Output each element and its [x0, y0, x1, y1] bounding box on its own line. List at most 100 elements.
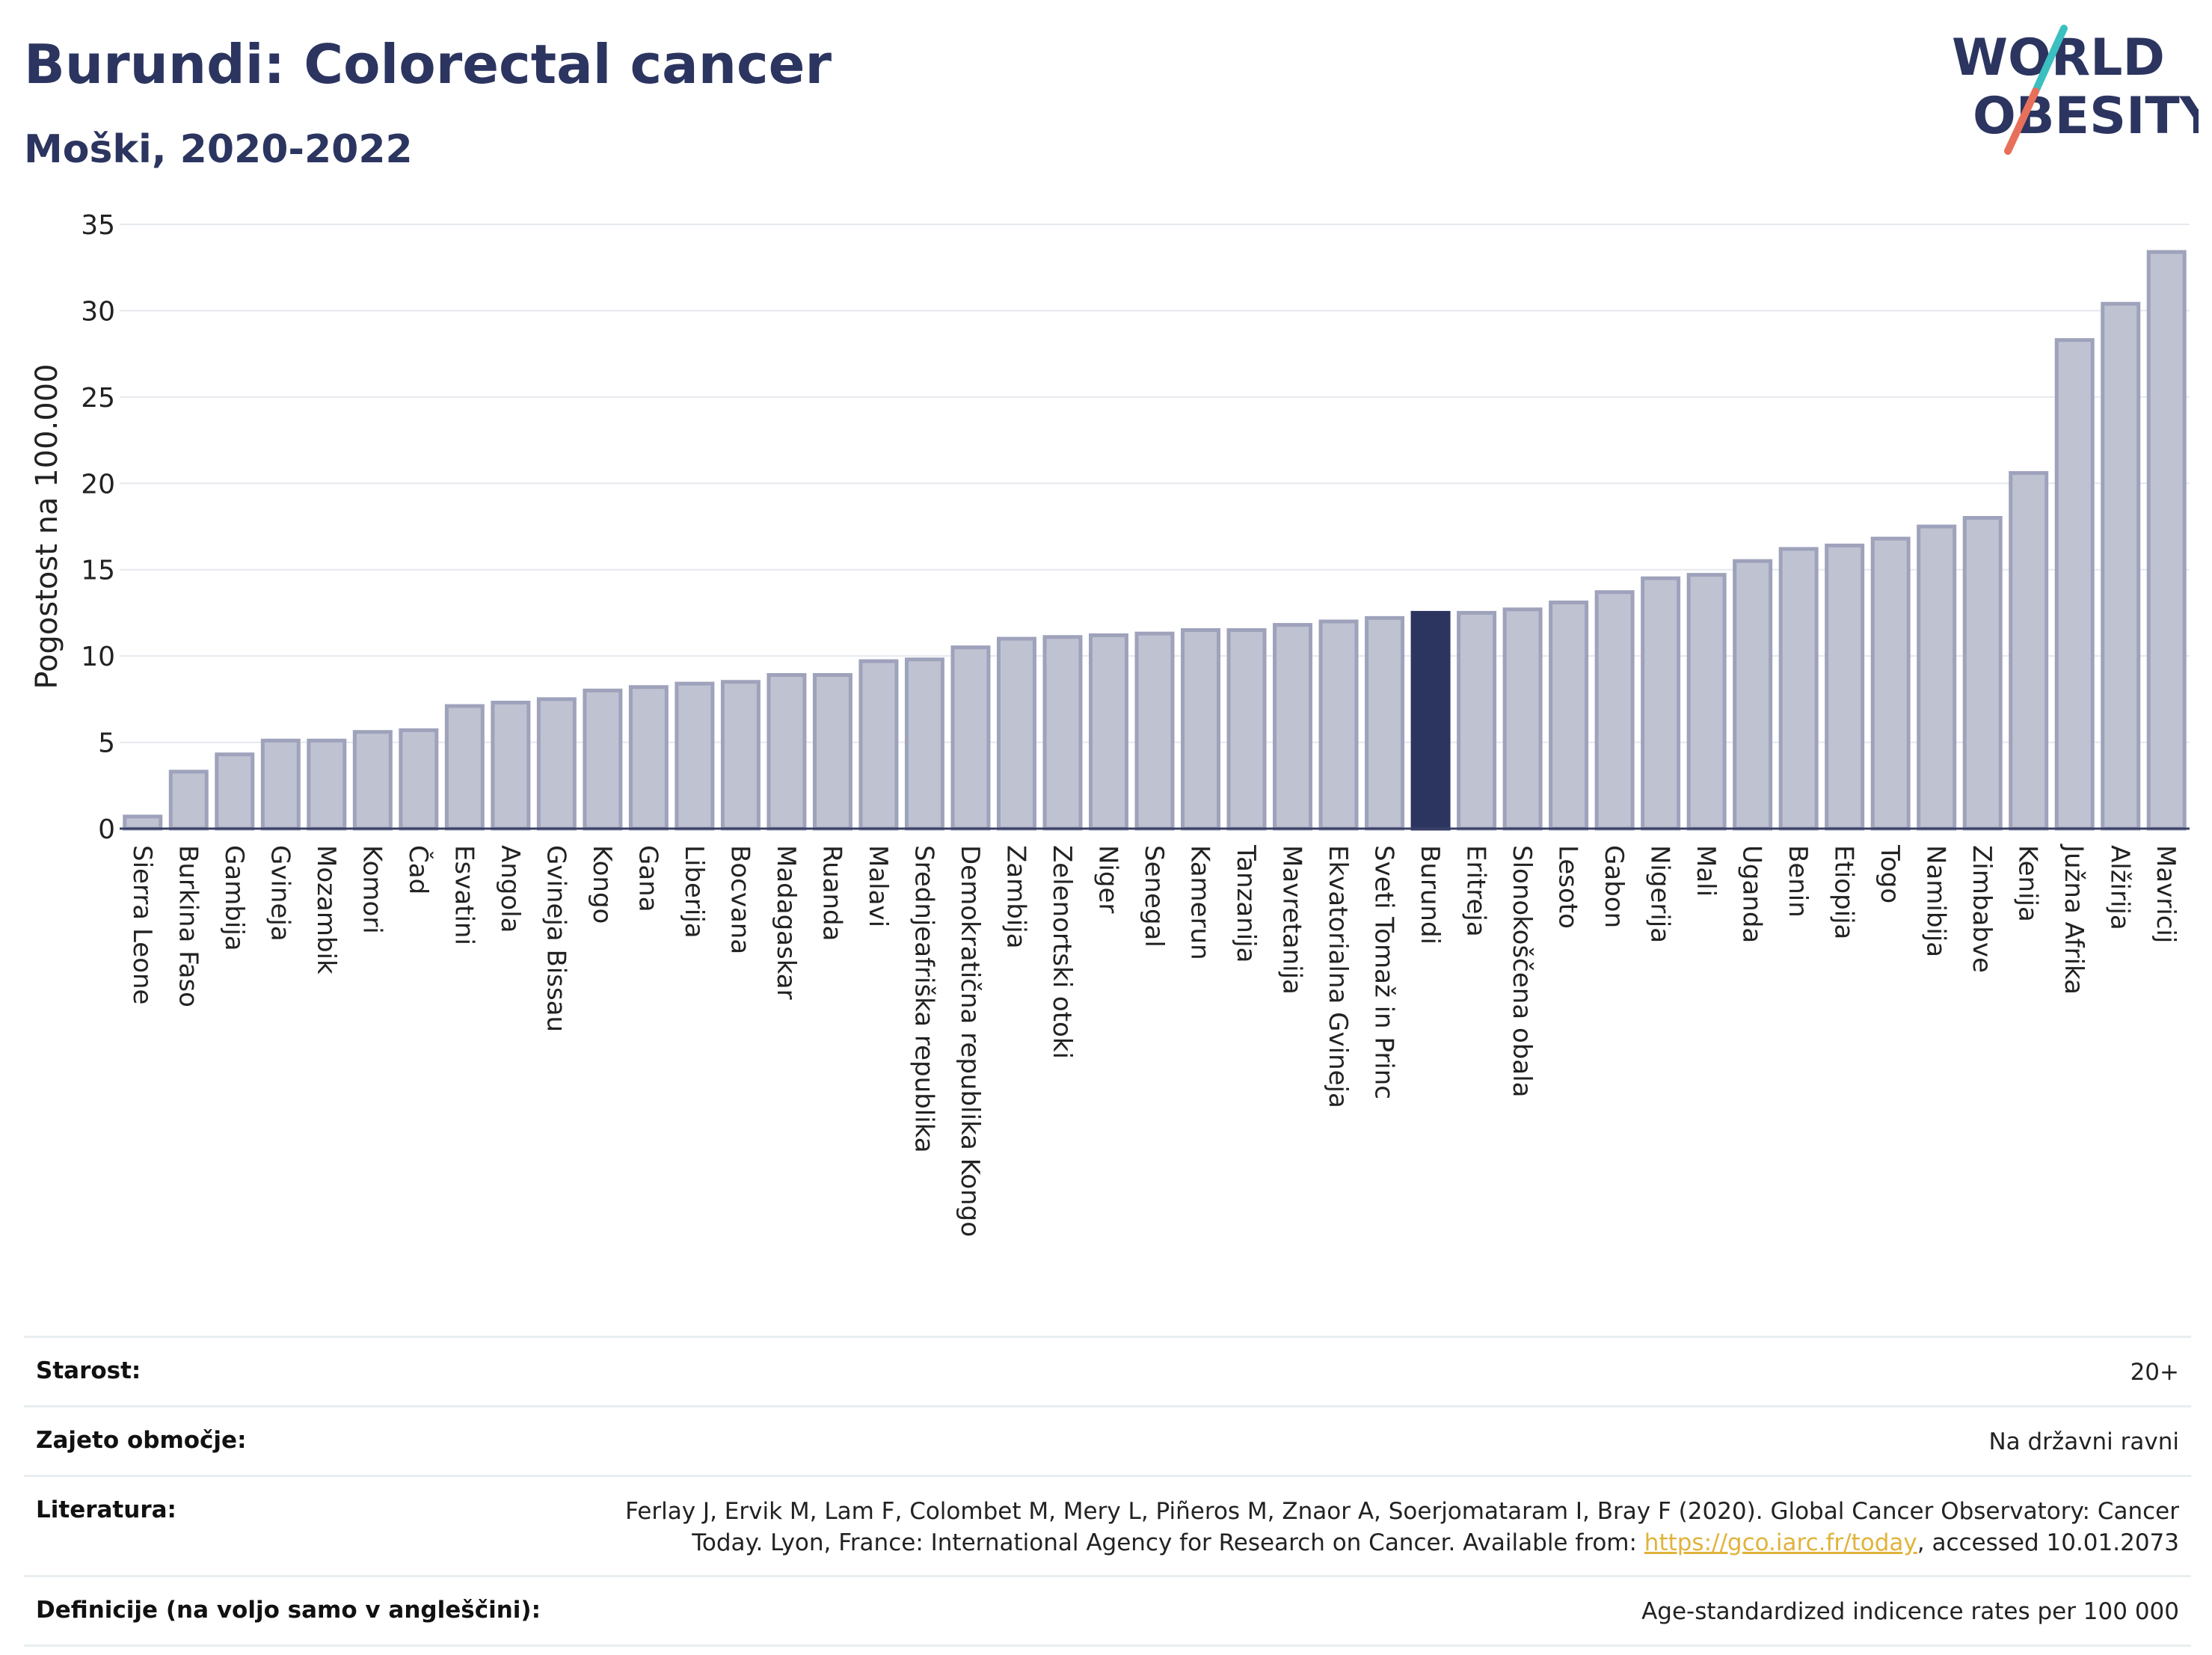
literature-link[interactable]: https://gco.iarc.fr/today [1644, 1529, 1917, 1556]
y-tick-label: 15 [81, 556, 115, 586]
x-tick-label: Senegal [1139, 845, 1169, 948]
bar-chart: 0 5 10 15 20 25 30 35 Sierra Leone Burkina Faso G… [30, 210, 2190, 1237]
x-tick-label: Gvineja [265, 845, 295, 942]
x-tick-label: Kongo [587, 845, 617, 924]
bar-angola [491, 700, 531, 831]
chart-title: Burundi: Colorectal cancer [24, 33, 832, 96]
bar-mozambik [307, 738, 347, 831]
bar-tanzanija [1226, 628, 1267, 831]
bar-benin [1778, 547, 1819, 831]
x-tick-label: Komori [357, 845, 387, 934]
x-tick-label: Niger [1093, 845, 1122, 913]
x-tick-label: Bocvana [725, 845, 755, 954]
bar-zelenortski-otoki [1042, 635, 1083, 831]
y-axis-title: Pogostost na 100.000 [30, 363, 64, 689]
x-tick-label: Južna Afrika [2059, 844, 2089, 995]
x-tick-label: Sveti Tomaž in Princ [1369, 845, 1399, 1099]
x-tick-label: Zelenortski otoki [1047, 845, 1077, 1059]
bar-slonoko-ena-obala [1502, 607, 1543, 831]
logo-slash-coral [2004, 87, 2039, 155]
x-tick-label: Mavretanija [1277, 845, 1307, 995]
x-tick-label: Gana [633, 845, 663, 912]
bar-burundi [1410, 610, 1451, 831]
x-tick-label: Burundi [1415, 845, 1445, 945]
bar-gvineja [260, 738, 301, 831]
x-tick-label: Angola [495, 845, 525, 933]
bar-srednjeafri-ka-republika [904, 657, 944, 831]
bar-niger [1088, 633, 1128, 831]
bar-ruanda [812, 673, 852, 831]
bar-nigerija [1641, 576, 1681, 831]
meta-key-coverage: Zajeto območje: [36, 1426, 247, 1454]
x-tick-label: Demokratična republika Kongo [955, 845, 985, 1237]
bar-gambija [215, 752, 255, 831]
bar-lesoto [1549, 601, 1589, 831]
meta-value-literature: Ferlay J, Ervik M, Lam F, Colombet M, Me… [571, 1496, 2179, 1559]
literature-accessed: , accessed 10.01.2073 [1917, 1529, 2179, 1556]
bar-al-irija [2101, 301, 2141, 831]
x-tick-label: Čad [403, 845, 434, 894]
y-axis-ticks: 0 5 10 15 20 25 30 35 [81, 210, 115, 845]
x-tick-label: Uganda [1737, 845, 1767, 943]
x-axis-labels: Sierra Leone Burkina Faso Gambija Gvineja Mo… [127, 844, 2181, 1237]
y-tick-label: 0 [98, 814, 115, 845]
bar-togo [1870, 536, 1911, 831]
x-tick-label: Gvineja Bissau [541, 845, 571, 1032]
x-tick-label: Sierra Leone [127, 845, 157, 1004]
chart-subtitle: Moški, 2020-2022 [24, 127, 413, 172]
logo-slash-teal [2032, 25, 2068, 95]
literature-text: Ferlay J, Ervik M, Lam F, Colombet M, Me… [625, 1497, 2179, 1556]
x-tick-label: Gabon [1599, 845, 1629, 928]
y-tick-label: 5 [98, 728, 115, 759]
meta-row-literature: Literatura: Ferlay J, Ervik M, Lam F, Co… [24, 1474, 2191, 1576]
bar-ju-na-afrika [2054, 338, 2095, 831]
x-tick-label: Slonokoščena obala [1507, 845, 1537, 1097]
bar-kamerun [1181, 628, 1221, 831]
x-tick-label: Benin [1783, 845, 1813, 918]
x-tick-label: Kamerun [1185, 845, 1215, 960]
bar-liberija [675, 681, 715, 831]
bar-zimbabve [1962, 515, 2003, 831]
bar-sierra-leone [123, 814, 163, 831]
x-tick-label: Malavi [863, 845, 893, 927]
x-tick-label: Eritreja [1461, 845, 1491, 937]
x-tick-label: Ruanda [817, 845, 847, 941]
x-tick-label: Zambija [1001, 845, 1030, 949]
bar-mavretanija [1273, 623, 1313, 831]
x-tick-label: Esvatini [449, 845, 479, 945]
meta-key-age: Starost: [36, 1357, 141, 1384]
bar-komori [352, 730, 393, 831]
y-tick-label: 25 [81, 383, 115, 414]
bar-demokrati-na-republika-kongo [950, 645, 991, 831]
logo-text-obesity: OBESITY [1973, 87, 2199, 146]
x-tick-label: Zimbabve [1967, 845, 1997, 973]
x-tick-label: Etiopija [1829, 845, 1859, 939]
y-tick-label: 20 [81, 469, 115, 500]
bar-zambija [996, 636, 1036, 831]
x-tick-label: Kenija [2013, 845, 2043, 922]
bar--ad [399, 728, 439, 831]
y-tick-label: 30 [81, 296, 115, 327]
bar-eritreja [1457, 610, 1497, 831]
meta-key-definitions: Definicije (na voljo samo v angleščini): [36, 1597, 541, 1624]
meta-row-age: Starost: 20+ [24, 1336, 2191, 1405]
bar-ekvatorialna-gvineja [1318, 619, 1359, 831]
bar-mavricij [2146, 250, 2187, 831]
x-tick-label: Namibija [1921, 845, 1951, 957]
x-tick-label: Tanzanija [1231, 844, 1261, 962]
bar-malavi [858, 659, 899, 831]
bar-bocvana [720, 680, 761, 831]
bar-gvineja-bissau [536, 697, 577, 831]
x-tick-label: Togo [1875, 844, 1905, 903]
bar-kenija [2009, 470, 2049, 831]
meta-key-literature: Literatura: [36, 1496, 176, 1523]
bar-senegal [1134, 631, 1175, 831]
x-tick-label: Alžirija [2105, 845, 2135, 930]
bar-burkina-faso [168, 770, 209, 831]
x-tick-label: Lesoto [1553, 845, 1583, 929]
bar-gabon [1594, 590, 1635, 831]
x-tick-label: Srednjeafriška republika [909, 845, 938, 1153]
meta-value-age: 20+ [2130, 1359, 2179, 1386]
bars [123, 250, 2187, 831]
bar-sveti-toma-in-princ [1365, 615, 1405, 831]
